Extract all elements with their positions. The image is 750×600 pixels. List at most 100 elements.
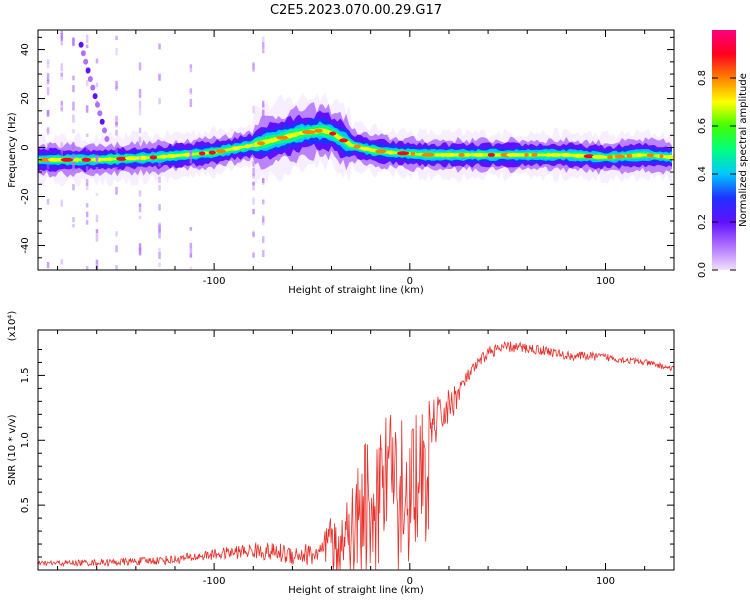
- heatmap-artifact: [138, 62, 142, 71]
- colorbar-tick-label: 0.2: [697, 214, 708, 230]
- heatmap-artifact: [262, 42, 265, 50]
- heatmap-peak: [388, 150, 393, 155]
- heatmap-artifact: [189, 64, 193, 73]
- y-tick-label: -20: [20, 188, 31, 204]
- heatmap-artifact: [189, 157, 193, 164]
- heatmap-artifact: [115, 121, 118, 126]
- spectrogram-panel: -100 0 100 -40 -20 0 20 40 Height of straight l…: [7, 29, 675, 296]
- spectrogram-ticks: -100 0 100 -40 -20 0 20 40: [20, 30, 674, 287]
- heatmap-peak: [166, 154, 177, 158]
- heatmap-peak: [329, 131, 337, 136]
- heatmap-artifact: [115, 115, 118, 125]
- snr-ticks: -100 0 100 0.5 1.0 1.5: [20, 330, 674, 587]
- heatmap-artifact: [60, 259, 63, 265]
- y-tick-label: 20: [20, 92, 31, 105]
- heatmap-artifact: [158, 247, 161, 253]
- heatmap-artifact: [158, 162, 161, 167]
- snr-frame: [37, 329, 675, 571]
- heatmap-artifact: [158, 204, 161, 211]
- heatmap-artifact: [72, 223, 75, 228]
- heatmap-artifact: [262, 134, 265, 138]
- heatmap-artifact: [138, 203, 142, 208]
- spectrogram-frame: [37, 29, 675, 271]
- heatmap-peak: [473, 152, 485, 157]
- heatmap-streak: [97, 110, 103, 117]
- heatmap-artifact: [85, 183, 89, 190]
- heatmap-artifact: [72, 129, 75, 134]
- heatmap-peak: [634, 153, 645, 158]
- heatmap-peak: [572, 153, 585, 158]
- heatmap-peak: [245, 144, 251, 149]
- heatmap-artifact: [158, 98, 161, 105]
- heatmap-peak: [614, 154, 626, 159]
- heatmap-peak: [276, 135, 290, 140]
- y-tick-label: 40: [20, 43, 31, 56]
- heatmap-artifact: [60, 147, 63, 153]
- heatmap-artifact: [262, 100, 265, 108]
- spectrogram-ylabel: Frequency (Hz): [7, 112, 18, 188]
- heatmap-artifact: [85, 166, 89, 172]
- heatmap-peak: [161, 154, 167, 159]
- heatmap-artifact: [262, 36, 265, 44]
- heatmap-artifact: [252, 167, 255, 176]
- heatmap-artifact: [158, 176, 161, 183]
- heatmap-streak: [92, 93, 98, 100]
- heatmap-artifact: [85, 79, 89, 87]
- heatmap-artifact: [158, 229, 161, 239]
- heatmap-artifact: [72, 153, 75, 160]
- heatmap-peak: [626, 153, 633, 158]
- heatmap-artifact: [85, 105, 89, 113]
- heatmap-streak: [78, 41, 84, 48]
- heatmap-artifact: [72, 85, 75, 93]
- heatmap-artifact: [72, 101, 75, 111]
- heatmap-artifact: [252, 182, 255, 191]
- heatmap-peak: [107, 157, 112, 162]
- heatmap-peak: [421, 152, 435, 157]
- heatmap-peak: [664, 155, 674, 159]
- heatmap-artifact: [46, 59, 50, 64]
- heatmap-streak: [104, 136, 110, 142]
- heatmap-peak: [531, 152, 538, 157]
- heatmap-artifact: [85, 266, 89, 270]
- heatmap-peak: [506, 152, 520, 157]
- heatmap-artifact: [115, 80, 118, 89]
- heatmap-artifact: [72, 114, 75, 123]
- heatmap-artifact: [252, 208, 255, 215]
- heatmap-artifact: [72, 184, 75, 191]
- heatmap-artifact: [189, 87, 193, 93]
- heatmap-artifact: [95, 259, 99, 265]
- heatmap-artifact: [252, 63, 255, 72]
- heatmap-artifact: [46, 63, 50, 69]
- heatmap-artifact: [262, 215, 265, 223]
- heatmap-artifact: [60, 150, 63, 157]
- heatmap-peak: [47, 157, 61, 162]
- heatmap-peak: [184, 152, 190, 157]
- heatmap-artifact: [115, 167, 118, 173]
- heatmap-artifact: [138, 88, 142, 98]
- heatmap-artifact: [46, 87, 50, 96]
- x-tick-label: -100: [203, 276, 226, 287]
- heatmap-peak: [487, 152, 495, 157]
- heatmap-artifact: [252, 252, 255, 258]
- heatmap-artifact: [85, 203, 89, 208]
- heatmap-artifact: [95, 167, 99, 174]
- heatmap-peak: [524, 152, 529, 157]
- heatmap-artifact: [72, 162, 75, 171]
- heatmap-peak: [198, 151, 206, 156]
- heatmap-peak: [124, 156, 139, 161]
- colorbar-ticks: 0.0 0.2 0.4 0.6 0.8: [697, 70, 736, 278]
- heatmap-artifact: [158, 73, 161, 77]
- snr-ylabel: SNR (10 * v/v): [7, 414, 18, 485]
- heatmap-artifact: [72, 75, 75, 81]
- heatmap-artifact: [252, 232, 255, 238]
- heatmap-artifact: [95, 233, 99, 242]
- heatmap-artifact: [46, 111, 50, 115]
- heatmap-artifact: [189, 64, 193, 68]
- heatmap-artifact: [252, 62, 255, 70]
- heatmap-artifact: [95, 146, 99, 151]
- heatmap-artifact: [60, 63, 63, 72]
- heatmap-peak: [135, 155, 149, 160]
- heatmap-artifact: [95, 192, 99, 197]
- heatmap-artifact: [60, 37, 63, 46]
